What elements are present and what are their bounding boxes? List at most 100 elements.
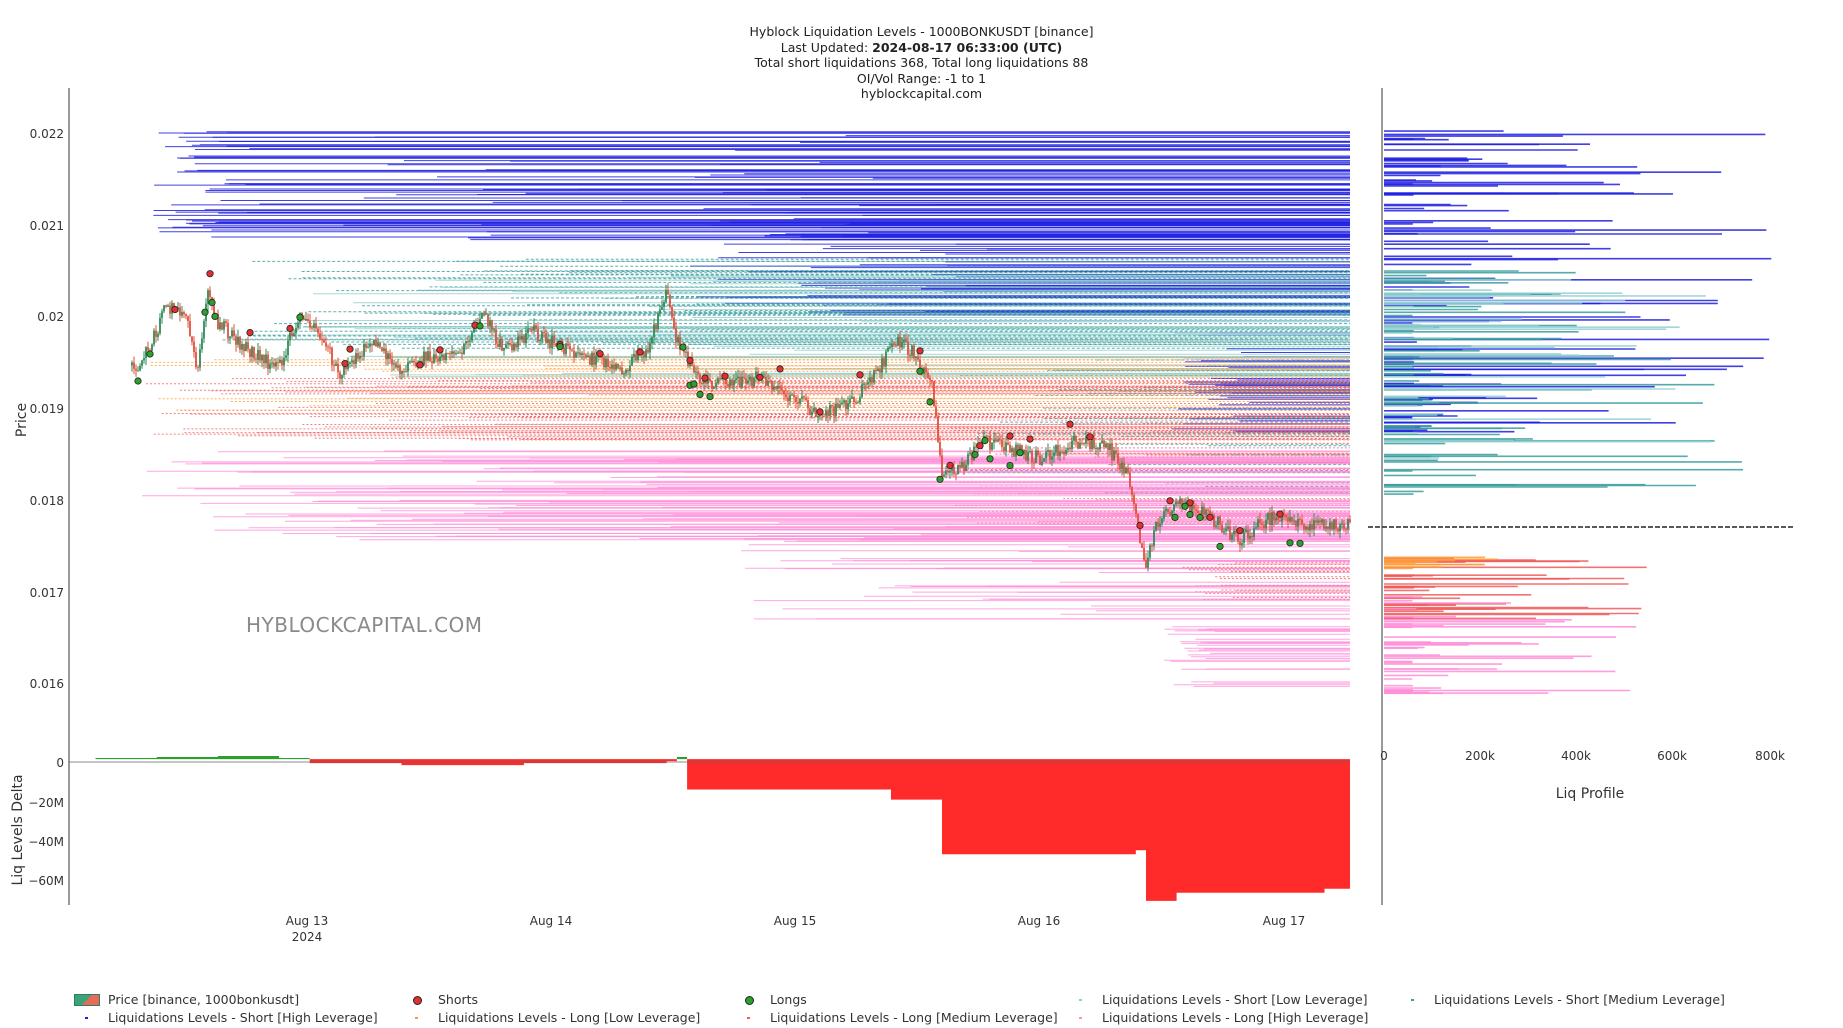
price-candle-body [1161,518,1163,524]
price-candle-body [1121,462,1123,470]
legend-item-longs[interactable]: Longs [736,992,807,1007]
short-liquidation-marker [1026,435,1034,443]
price-candle-body [1349,519,1351,523]
price-candle-body [1255,527,1257,529]
short-liquidation-marker [946,461,954,469]
price-candle-body [297,322,299,328]
x-tick-label: Aug 13 [286,914,329,928]
price-candle-body [991,442,993,450]
legend-item-short-medium[interactable]: Liquidations Levels - Short [Medium Leve… [1400,992,1725,1007]
price-candle-body [725,378,727,385]
price-candle-body [251,346,253,357]
delta-tick-label: −20M [28,796,64,810]
price-candle-body [821,414,823,416]
price-candle-body [941,455,943,477]
legend-item-short-low[interactable]: Liquidations Levels - Short [Low Leverag… [1068,992,1368,1007]
price-candle-body [459,352,461,354]
price-candle-body [323,339,325,343]
price-candle-body [1301,519,1303,525]
legend-item-price[interactable]: Price [binance, 1000bonkusdt] [74,992,299,1007]
price-candle-body [1101,440,1103,444]
price-candle-body [413,360,415,363]
price-candle-body [423,351,425,365]
price-candle-body [357,353,359,359]
legend-item-long-high[interactable]: Liquidations Levels - Long [High Leverag… [1068,1010,1368,1025]
price-candle-body [833,406,835,416]
price-candle-body [141,360,143,366]
price-candle-body [1093,438,1095,449]
price-candle-body [169,305,171,314]
price-candle-body [1289,517,1291,522]
legend-item-long-medium[interactable]: Liquidations Levels - Long [Medium Lever… [736,1010,1058,1025]
price-candle-body [609,367,611,369]
price-candle-body [1305,526,1307,530]
price-candle-body [927,372,929,378]
price-candle-body [271,362,273,364]
price-candle-body [735,378,737,381]
price-candle-body [1269,512,1271,526]
price-candle-body [1163,511,1165,519]
price-candle-body [613,364,615,370]
x-tick-label: Aug 16 [1018,914,1061,928]
price-candle-body [815,408,817,418]
price-candle-body [603,357,605,368]
legend-item-short-high[interactable]: Liquidations Levels - Short [High Levera… [74,1010,378,1025]
price-candle-body [993,439,995,443]
price-candle-body [449,353,451,355]
price-candle-body [425,351,427,361]
price-candle-body [405,371,407,373]
price-candle-body [1031,451,1033,463]
short-liquidation-marker [171,305,179,314]
price-candle-body [1027,452,1029,461]
legend-item-long-low[interactable]: Liquidations Levels - Long [Low Leverage… [404,1010,700,1025]
price-candle-body [209,290,211,297]
price-candle-body [187,316,189,321]
price-candle-body [457,352,459,354]
price-candle-body [901,341,903,348]
price-candle-body [1143,547,1145,560]
price-candle-body [875,370,877,372]
price-candle-body [239,336,241,350]
price-candle-body [767,380,769,386]
price-candle-body [677,337,679,343]
price-candle-body [1295,520,1297,527]
legend-item-shorts[interactable]: Shorts [404,992,478,1007]
price-candle-body [817,416,819,418]
short-liquidation-marker [976,442,984,450]
price-candle-body [897,336,899,346]
long-liquidation-marker [679,343,687,351]
price-candle-body [1335,519,1337,529]
price-candle-body [1213,515,1215,527]
price-candle-body [519,336,521,340]
price-candle-body [1239,541,1241,546]
short-liquidation-marker [916,347,924,355]
price-candle-body [139,365,141,371]
price-candle-body [269,363,271,369]
profile-axis-label: Liq Profile [1556,786,1625,802]
price-candle-body [873,370,875,383]
price-candle-body [433,354,435,363]
price-candle-body [1219,516,1221,525]
time-x-ticks: Aug 13 2024 Aug 14 Aug 15 Aug 16 Aug 17 [286,914,1306,944]
price-candle-body [615,363,617,370]
price-candle-body [531,328,533,331]
price-candle-body [135,368,137,371]
price-candle-body [713,387,715,389]
price-candle-body [1053,452,1055,457]
price-candle-body [925,367,927,373]
price-candle-body [399,365,401,374]
price-candle-body [263,354,265,364]
price-candle-body [1329,522,1331,529]
price-candle-body [1323,519,1325,529]
price-candle-body [1081,442,1083,444]
liquidation-levels-layer [142,131,1350,687]
price-candle-body [553,335,555,344]
price-candle-body [255,358,257,360]
title-line-1: Hyblock Liquidation Levels - 1000BONKUSD… [749,24,1094,39]
price-candle-body [655,324,657,330]
long-medium-swatch-icon [736,1011,762,1025]
price-candle-body [585,354,587,357]
price-candle-body [1107,443,1109,450]
price-candle-body [605,358,607,368]
price-candle-body [1055,445,1057,453]
